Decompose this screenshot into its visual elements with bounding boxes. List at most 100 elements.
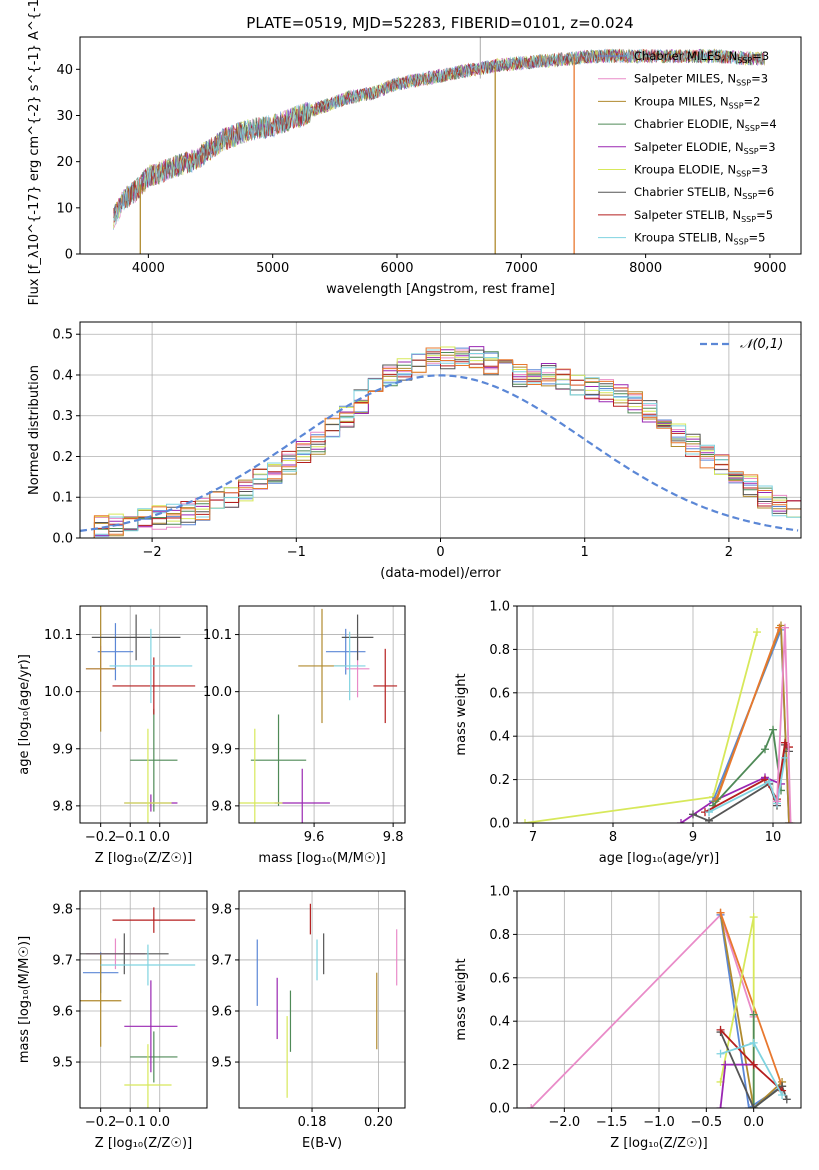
residuals-xlabel: (data-model)/error [380, 566, 501, 581]
x-tick-label: 0.18 [298, 1115, 327, 1130]
mass_vs_z-frame [79, 890, 208, 1109]
x-tick-label: 9000 [753, 261, 786, 276]
x-tick-label: 5000 [256, 261, 289, 276]
x-tick-label: −0.2 [85, 1115, 117, 1130]
weight_vs_age-marks [521, 621, 795, 823]
weight-marker [705, 816, 713, 823]
x-tick-label: 4000 [132, 261, 165, 276]
x-tick-label: 6000 [380, 261, 413, 276]
y-tick-label: 0.8 [489, 928, 510, 943]
mass_vs_ebv-panel: 0.18 0.20 9.5 9.6 9.7 9.8 E(B-V) [211, 890, 406, 1151]
weight-marker [782, 1095, 791, 1104]
legend-label: Kroupa ELODIE, NSSP=3 [634, 163, 768, 179]
weight-marker [753, 628, 761, 637]
y-tick-label: 10.1 [44, 628, 73, 643]
weight-marker [781, 623, 789, 632]
y-tick-label: 0.5 [52, 328, 73, 343]
gauss-legend-label: 𝒩(0,1) [740, 337, 783, 352]
weight_vs_age-frame [516, 605, 802, 824]
y-tick-label: 0.2 [52, 450, 73, 465]
legend-label: Salpeter STELIB, NSSP=5 [634, 208, 773, 224]
weight-marker [785, 819, 793, 823]
x-tick-label: −2.0 [549, 1115, 581, 1130]
weight-marker [761, 745, 769, 754]
weight_vs_z-xlabel: Z [log₁₀(Z/Z☉)] [610, 1136, 707, 1151]
weight-line [692, 742, 790, 822]
weight-marker [778, 1090, 787, 1099]
age_vs_mass-frame [238, 605, 406, 824]
y-tick-label: 9.8 [52, 902, 73, 917]
spectrum-panel: Chabrier MILES, NSSP=3 Salpeter MILES, NS… [27, 0, 802, 305]
weight-marker [716, 908, 725, 917]
weight-marker [786, 819, 795, 823]
weight-marker [527, 1104, 536, 1108]
y-tick-label: 9.9 [211, 742, 232, 757]
spectrum-xlabel: wavelength [Angstrom, rest frame] [326, 282, 555, 297]
mass_vs_z-marks [80, 907, 196, 1108]
weight-marker [773, 797, 781, 806]
age_vs_mass-xlabel: mass [log₁₀(M/M☉)] [258, 851, 385, 866]
age_vs_mass-marks [239, 608, 398, 823]
x-tick-label: −0.2 [85, 830, 117, 845]
mass_vs_ebv-frame [238, 890, 406, 1109]
weight-line [719, 914, 783, 1108]
x-tick-label: −0.1 [114, 1115, 146, 1130]
mass_vs_z-xlabel: Z [log₁₀(Z/Z☉)] [95, 1136, 192, 1151]
legend-label: Kroupa MILES, NSSP=2 [634, 94, 760, 110]
residuals-marks [80, 346, 801, 538]
mass_vs_z-panel: −0.2−0.1 0.0 9.5 9.6 9.7 9.8 Z [log₁₀(Z/Z☉)] ma… [17, 890, 208, 1151]
weight-marker [716, 1025, 725, 1034]
x-tick-label: 7000 [505, 261, 538, 276]
y-tick-label: 9.8 [211, 799, 232, 814]
spectrum-line [113, 48, 765, 225]
y-tick-label: 1.0 [489, 885, 510, 900]
y-tick-label: 0.6 [489, 686, 510, 701]
y-tick-label: 0.4 [52, 368, 73, 383]
weight-line [680, 776, 782, 823]
y-tick-label: 10 [56, 201, 73, 216]
y-tick-label: 9.7 [211, 953, 232, 968]
legend-label: Salpeter MILES, NSSP=3 [634, 72, 768, 88]
weight-marker [716, 1049, 725, 1058]
weight-marker [749, 1038, 758, 1047]
x-tick-label: 0.20 [364, 1115, 393, 1130]
mass_vs_ebv-marks [256, 903, 398, 1098]
residuals-ylabel: Normed distribution [27, 365, 42, 495]
spectrum-ylabel: Flux [f_λ10^{-17} erg cm^{-2} s^{-1} A^{… [27, 0, 42, 305]
age_vs_z-marks [85, 606, 196, 823]
x-tick-label: 0.0 [149, 1115, 170, 1130]
weight-marker [677, 819, 685, 823]
residual-histogram [80, 351, 801, 538]
y-tick-label: 30 [56, 109, 73, 124]
weight-marker [705, 808, 713, 817]
x-tick-label: 0.0 [743, 1115, 764, 1130]
x-tick-label: 9.8 [383, 830, 404, 845]
weight-marker [765, 777, 773, 786]
legend-label: Chabrier STELIB, NSSP=6 [634, 185, 774, 201]
weight_vs_age-panel: 7 8 9 10 0.0 0.2 0.4 0.6 0.8 1.0 age [log₁₀(age/yr… [454, 600, 802, 866]
legend-label: Kroupa STELIB, NSSP=5 [634, 231, 765, 247]
weight-line [719, 912, 783, 1108]
x-tick-label: −1.0 [643, 1115, 675, 1130]
spectrum-frame [79, 36, 802, 255]
weight-marker [521, 819, 529, 823]
weight-marker [744, 1104, 753, 1108]
y-tick-label: 10.1 [203, 628, 232, 643]
x-tick-label: 8000 [629, 261, 662, 276]
x-tick-label: 8 [609, 830, 617, 845]
x-tick-label: 0 [436, 545, 444, 560]
weight-marker [689, 810, 697, 819]
weight-marker [781, 753, 789, 762]
y-tick-label: 0.8 [489, 643, 510, 658]
residual-histogram [80, 351, 801, 538]
figure-title: PLATE=0519, MJD=52283, FIBERID=0101, z=0… [246, 14, 633, 32]
weight_vs_age-xlabel: age [log₁₀(age/yr)] [599, 851, 720, 866]
x-tick-label: 9 [689, 830, 697, 845]
x-tick-label: −0.1 [114, 830, 146, 845]
legend-label: Chabrier MILES, NSSP=3 [634, 49, 769, 65]
weight-line [716, 627, 781, 800]
plots-group: Chabrier MILES, NSSP=3 Salpeter MILES, NS… [17, 0, 802, 1151]
x-tick-label: 7 [529, 830, 537, 845]
mass_vs_z-ylabel: mass [log₁₀(M/M☉)] [17, 936, 32, 1063]
weight-line [708, 757, 786, 813]
